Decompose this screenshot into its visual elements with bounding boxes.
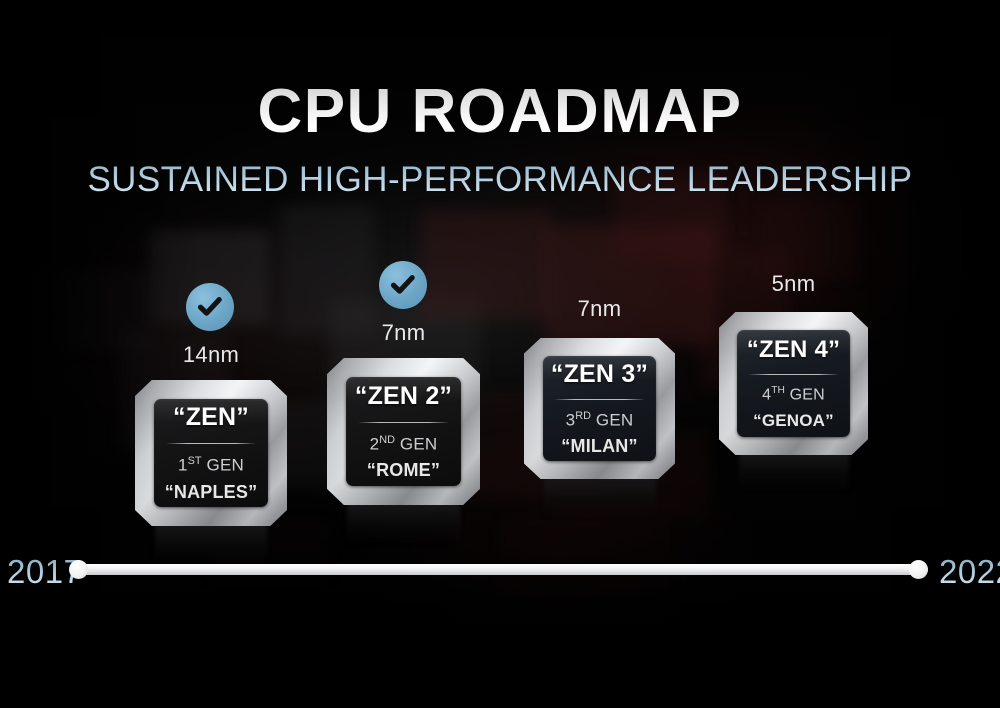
check-icon <box>379 261 427 309</box>
chip-package: “ZEN 4” 4TH GEN “GENOA” <box>719 312 868 455</box>
chip-gen-number: 2 <box>369 434 380 454</box>
chip-codename: “ROME” <box>366 460 441 481</box>
chip-die: “ZEN 4” 4TH GEN “GENOA” <box>737 330 850 437</box>
chip-gen-word: GEN <box>595 410 634 430</box>
timeline-end-year: 2022 <box>939 553 1000 591</box>
chip-gen-label: 2ND GEN <box>369 433 438 454</box>
chip-gen-number: 3 <box>565 410 576 430</box>
chip-package: “ZEN” 1ST GEN “NAPLES” <box>135 380 287 526</box>
chip-gen-label: 4TH GEN <box>762 386 825 403</box>
chip-die: “ZEN 2” 2ND GEN “ROME” <box>346 377 461 486</box>
timeline-end-dot <box>909 560 928 579</box>
chip-gen-number: 4 <box>762 386 772 404</box>
page-subtitle: SUSTAINED HIGH-PERFORMANCE LEADERSHIP <box>0 160 1000 200</box>
chip-divider <box>358 421 449 423</box>
chip-package: “ZEN 2” 2ND GEN “ROME” <box>327 358 480 505</box>
process-node-label: 5nm <box>771 271 816 296</box>
chip-gen-number: 1 <box>178 455 188 475</box>
chip-package: “ZEN 3” 3RD GEN “MILAN” <box>524 338 675 479</box>
chip-divider <box>166 443 256 445</box>
timeline-bar[interactable] <box>78 564 928 575</box>
chip-zen-label: “ZEN 2” <box>354 381 453 410</box>
chip-shadow <box>155 521 267 567</box>
chip-codename: “GENOA” <box>753 410 834 430</box>
chip-codename: “MILAN” <box>561 436 638 457</box>
chip-gen-word: GEN <box>789 386 825 404</box>
chip-shadow <box>347 500 460 544</box>
chip-gen-label: 3RD GEN <box>565 409 634 430</box>
chip-gen-ordinal: RD <box>575 409 591 422</box>
process-node-label: 7nm <box>381 320 426 345</box>
chip-gen-word: GEN <box>206 455 244 475</box>
chip-zen-label: “ZEN 4” <box>746 336 841 364</box>
chip-gen-word: GEN <box>399 434 438 454</box>
chip-divider <box>555 398 644 400</box>
check-icon <box>186 283 234 331</box>
page-title: CPU ROADMAP <box>0 76 1000 147</box>
chip-divider <box>749 374 838 376</box>
chip-shadow <box>544 474 656 518</box>
chip-gen-label: 1ST GEN <box>178 456 244 474</box>
timeline-start-dot <box>69 560 88 579</box>
chip-die: “ZEN” 1ST GEN “NAPLES” <box>154 399 268 507</box>
chip-codename: “NAPLES” <box>164 481 258 502</box>
process-node-label: 14nm <box>182 342 240 367</box>
chip-gen-ordinal: ND <box>379 433 395 446</box>
process-node-label: 7nm <box>577 296 622 321</box>
chip-zen-label: “ZEN 3” <box>550 359 649 388</box>
chip-gen-ordinal: ST <box>187 455 202 468</box>
chip-zen-label: “ZEN” <box>173 403 249 432</box>
chip-shadow <box>739 449 849 491</box>
chip-die: “ZEN 3” 3RD GEN “MILAN” <box>543 356 656 461</box>
chip-gen-ordinal: TH <box>771 385 785 397</box>
